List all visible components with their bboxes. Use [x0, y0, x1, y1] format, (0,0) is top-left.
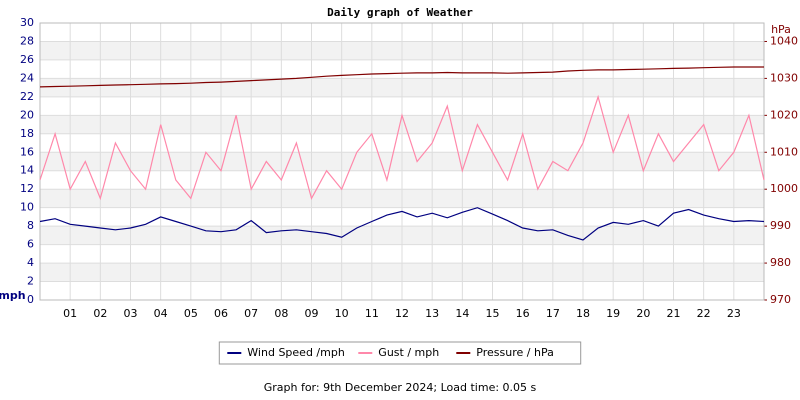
y-tick-label: 22: [20, 90, 34, 103]
x-tick-label: 10: [335, 307, 349, 320]
y-tick-label: 2: [27, 275, 34, 288]
x-tick-label: 05: [184, 307, 198, 320]
x-tick-label: 02: [93, 307, 107, 320]
series-line: [39, 66, 764, 88]
x-tick-label: 22: [697, 307, 711, 320]
series-line: [39, 207, 765, 241]
y-tick-label: 4: [27, 256, 34, 269]
y-tick-label: 24: [20, 71, 34, 84]
x-tick-label: 01: [63, 307, 77, 320]
y2-tick-label: 990: [770, 219, 791, 232]
y-tick-label: 10: [20, 201, 34, 214]
y-tick-label: 14: [20, 164, 34, 177]
x-tick-label: 11: [365, 307, 379, 320]
y2-tick-label: 1040: [770, 34, 798, 47]
y-tick-label: 8: [27, 219, 34, 232]
x-tick-label: 04: [154, 307, 168, 320]
x-tick-label: 15: [486, 307, 500, 320]
x-tick-label: 18: [576, 307, 590, 320]
y2-axis-label: hPa: [771, 23, 791, 36]
y-tick-label: 6: [27, 238, 34, 251]
y2-tick-label: 1030: [770, 71, 798, 84]
legend: Wind Speed /mph Gust / mph Pressure / hPa: [218, 341, 582, 365]
x-tick-label: 06: [214, 307, 228, 320]
y-tick-label: 16: [20, 145, 34, 158]
x-tick-label: 08: [274, 307, 288, 320]
x-tick-label: 09: [305, 307, 319, 320]
y2-tick-label: 1020: [770, 108, 798, 121]
y-tick-label: 30: [20, 16, 34, 29]
y2-tick-label: 970: [770, 293, 791, 306]
y2-tick-label: 980: [770, 256, 791, 269]
x-tick-label: 23: [727, 307, 741, 320]
y-axis-label: mph: [0, 289, 26, 302]
series-line: [39, 94, 765, 201]
x-tick-label: 19: [606, 307, 620, 320]
y-tick-label: 18: [20, 127, 34, 140]
x-tick-label: 03: [124, 307, 138, 320]
x-tick-label: 20: [636, 307, 650, 320]
y-tick-label: 26: [20, 53, 34, 66]
legend-label: Pressure / hPa: [476, 346, 554, 359]
x-tick-label: 16: [516, 307, 530, 320]
footer: Graph for: 9th December 2024; Load time:…: [264, 381, 537, 394]
y-tick-label: 0: [27, 293, 34, 306]
x-tick-label: 17: [546, 307, 560, 320]
legend-label: Wind Speed /mph: [247, 346, 345, 359]
y-tick-label: 28: [20, 34, 34, 47]
legend-box: [218, 341, 582, 365]
y-tick-label: 20: [20, 108, 34, 121]
legend-label: Gust / mph: [378, 346, 439, 359]
chart-title: Daily graph of Weather: [327, 6, 473, 19]
x-tick-label: 12: [395, 307, 409, 320]
plot-frame: [39, 22, 765, 301]
x-tick-label: 13: [425, 307, 439, 320]
y2-tick-label: 1000: [770, 182, 798, 195]
x-tick-label: 14: [455, 307, 469, 320]
y2-tick-label: 1010: [770, 145, 798, 158]
y-tick-label: 12: [20, 182, 34, 195]
x-tick-label: 07: [244, 307, 258, 320]
x-tick-label: 21: [667, 307, 681, 320]
